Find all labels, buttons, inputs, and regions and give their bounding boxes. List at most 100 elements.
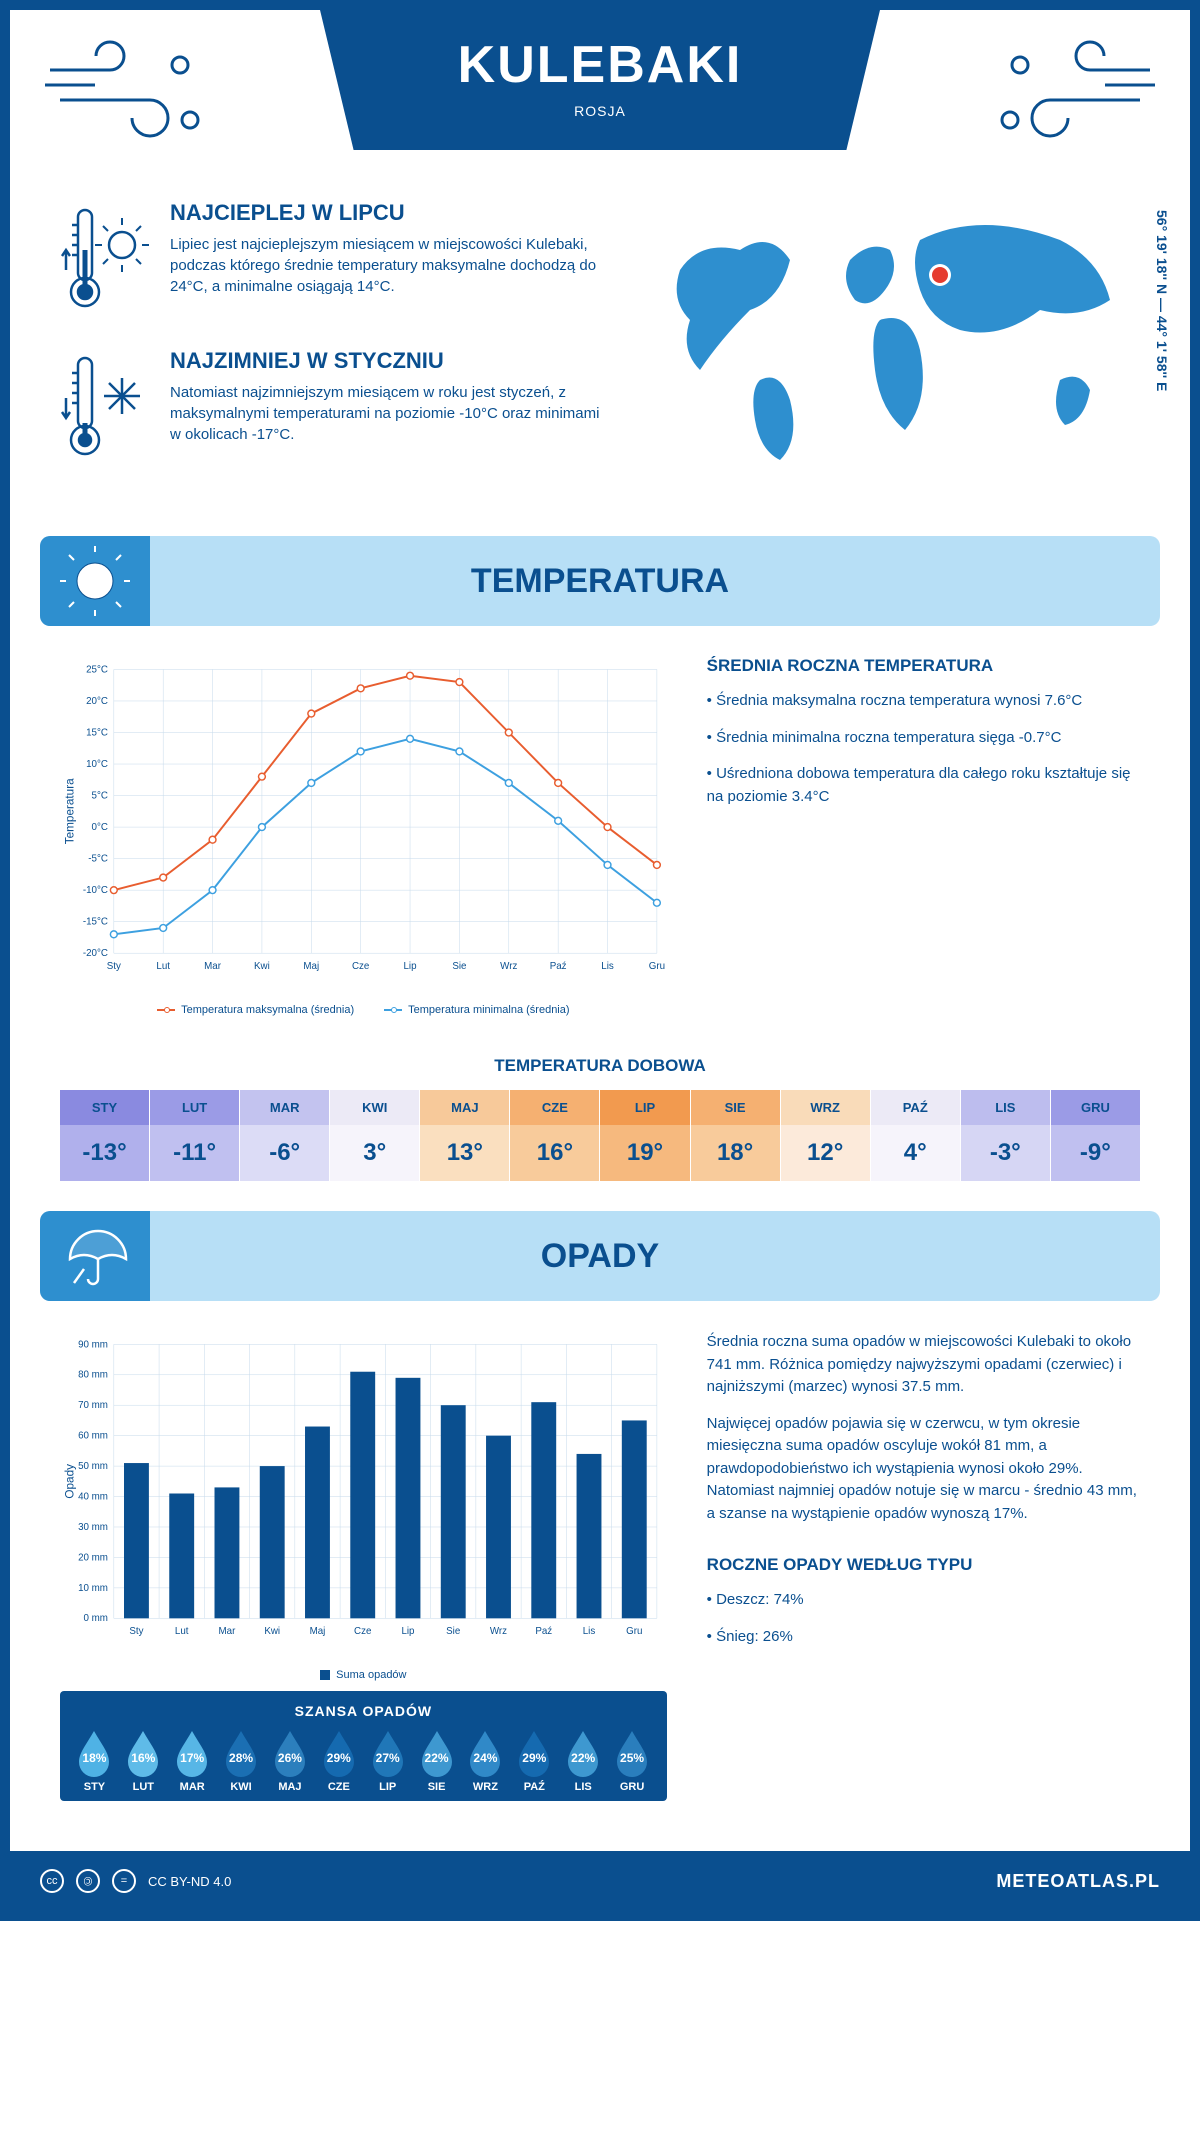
precip-bar-chart: 0 mm10 mm20 mm30 mm40 mm50 mm60 mm70 mm8… bbox=[60, 1331, 667, 1661]
svg-text:-5°C: -5°C bbox=[88, 854, 108, 865]
by-icon: 🄯 bbox=[76, 1869, 100, 1893]
svg-text:10°C: 10°C bbox=[86, 759, 108, 770]
rain-chance-cell: 28% KWI bbox=[222, 1729, 260, 1793]
title-banner: KULEBAKI ROSJA bbox=[320, 10, 880, 150]
svg-text:Gru: Gru bbox=[626, 1626, 642, 1637]
svg-text:50 mm: 50 mm bbox=[78, 1461, 108, 1472]
svg-text:Sty: Sty bbox=[129, 1626, 143, 1637]
svg-text:Wrz: Wrz bbox=[490, 1626, 507, 1637]
wind-icon-left bbox=[40, 30, 220, 150]
coldest-title: NAJZIMNIEJ W STYCZNIU bbox=[170, 348, 610, 374]
daily-temp-cell: CZE 16° bbox=[510, 1090, 600, 1181]
intro-left: NAJCIEPLEJ W LIPCU Lipiec jest najcieple… bbox=[60, 200, 610, 496]
sun-icon bbox=[60, 546, 130, 616]
svg-text:40 mm: 40 mm bbox=[78, 1491, 108, 1502]
daily-temp-cell: KWI 3° bbox=[330, 1090, 420, 1181]
thermometer-sun-icon bbox=[60, 200, 150, 320]
intro-map-area: 56° 19' 18'' N — 44° 1' 58'' E bbox=[640, 200, 1140, 496]
svg-text:Kwi: Kwi bbox=[264, 1626, 280, 1637]
temp-stats-title: ŚREDNIA ROCZNA TEMPERATURA bbox=[707, 656, 1140, 676]
temperature-line-chart: -20°C-15°C-10°C-5°C0°C5°C10°C15°C20°C25°… bbox=[60, 656, 667, 996]
daily-temp-cell: LIP 19° bbox=[600, 1090, 690, 1181]
precip-text: Średnia roczna suma opadów w miejscowośc… bbox=[707, 1331, 1140, 1801]
svg-text:Sty: Sty bbox=[107, 961, 121, 972]
temperature-stats: ŚREDNIA ROCZNA TEMPERATURA • Średnia mak… bbox=[707, 656, 1140, 1016]
svg-text:Lis: Lis bbox=[583, 1626, 596, 1637]
coordinates: 56° 19' 18'' N — 44° 1' 58'' E bbox=[1154, 210, 1170, 391]
warmest-title: NAJCIEPLEJ W LIPCU bbox=[170, 200, 610, 226]
world-map-icon bbox=[640, 200, 1140, 480]
svg-text:-20°C: -20°C bbox=[83, 948, 108, 959]
svg-text:Gru: Gru bbox=[649, 961, 665, 972]
rain-chance-row: 18% STY 16% LUT 17% MAR 28% KWI 26% MAJ bbox=[70, 1729, 657, 1793]
warmest-block: NAJCIEPLEJ W LIPCU Lipiec jest najcieple… bbox=[60, 200, 610, 320]
rain-chance-cell: 29% PAŹ bbox=[515, 1729, 553, 1793]
rain-chance-cell: 26% MAJ bbox=[271, 1729, 309, 1793]
precip-chart-area: 0 mm10 mm20 mm30 mm40 mm50 mm60 mm70 mm8… bbox=[60, 1331, 667, 1801]
daily-temp-cell: LUT -11° bbox=[150, 1090, 240, 1181]
svg-text:Lip: Lip bbox=[401, 1626, 415, 1637]
header: KULEBAKI ROSJA bbox=[10, 10, 1190, 180]
warmest-body: Lipiec jest najcieplejszym miesiącem w m… bbox=[170, 234, 610, 297]
svg-text:25°C: 25°C bbox=[86, 664, 108, 675]
daily-temp-cell: STY -13° bbox=[60, 1090, 150, 1181]
svg-text:20°C: 20°C bbox=[86, 696, 108, 707]
license-text: CC BY-ND 4.0 bbox=[148, 1874, 231, 1889]
nd-icon: = bbox=[112, 1869, 136, 1893]
svg-text:80 mm: 80 mm bbox=[78, 1370, 108, 1381]
footer-site: METEOATLAS.PL bbox=[996, 1871, 1160, 1892]
temp-stat-2: • Uśredniona dobowa temperatura dla całe… bbox=[707, 763, 1140, 808]
daily-temp-cell: MAR -6° bbox=[240, 1090, 330, 1181]
svg-text:Temperatura: Temperatura bbox=[64, 778, 77, 844]
coldest-text: NAJZIMNIEJ W STYCZNIU Natomiast najzimni… bbox=[170, 348, 610, 468]
precip-section-header: OPADY bbox=[40, 1211, 1160, 1301]
temperature-title: TEMPERATURA bbox=[40, 562, 1160, 601]
rain-chance-title: SZANSA OPADÓW bbox=[70, 1703, 657, 1719]
legend-min: .legend-item:nth-child(2) .legend-swatch… bbox=[384, 1004, 569, 1016]
thermometer-snow-icon bbox=[60, 348, 150, 468]
svg-text:Maj: Maj bbox=[303, 961, 319, 972]
svg-text:0 mm: 0 mm bbox=[84, 1613, 108, 1624]
country-label: ROSJA bbox=[320, 103, 880, 119]
rain-chance-panel: SZANSA OPADÓW 18% STY 16% LUT 17% MAR 28… bbox=[60, 1691, 667, 1801]
legend-max: .legend-item:nth-child(1) .legend-swatch… bbox=[157, 1004, 354, 1016]
svg-text:Maj: Maj bbox=[310, 1626, 326, 1637]
temp-stat-0: • Średnia maksymalna roczna temperatura … bbox=[707, 690, 1140, 713]
svg-text:Lut: Lut bbox=[175, 1626, 189, 1637]
svg-text:Lip: Lip bbox=[404, 961, 418, 972]
svg-text:Sie: Sie bbox=[452, 961, 466, 972]
svg-text:Mar: Mar bbox=[204, 961, 222, 972]
svg-text:90 mm: 90 mm bbox=[78, 1339, 108, 1350]
daily-temp-cell: LIS -3° bbox=[961, 1090, 1051, 1181]
temperature-legend: .legend-item:nth-child(1) .legend-swatch… bbox=[60, 1004, 667, 1016]
daily-temp-cell: MAJ 13° bbox=[420, 1090, 510, 1181]
temp-stat-1: • Średnia minimalna roczna temperatura s… bbox=[707, 727, 1140, 750]
wind-icon-right bbox=[980, 30, 1160, 150]
svg-text:Cze: Cze bbox=[352, 961, 369, 972]
precip-body: 0 mm10 mm20 mm30 mm40 mm50 mm60 mm70 mm8… bbox=[10, 1301, 1190, 1831]
warmest-text: NAJCIEPLEJ W LIPCU Lipiec jest najcieple… bbox=[170, 200, 610, 320]
svg-text:Paź: Paź bbox=[535, 1626, 552, 1637]
sun-icon-box bbox=[40, 536, 150, 626]
daily-temp-table: STY -13°LUT -11°MAR -6°KWI 3°MAJ 13°CZE … bbox=[60, 1090, 1140, 1181]
city-title: KULEBAKI bbox=[320, 35, 880, 95]
rain-chance-cell: 27% LIP bbox=[369, 1729, 407, 1793]
footer: cc 🄯 = CC BY-ND 4.0 METEOATLAS.PL bbox=[10, 1851, 1190, 1911]
svg-text:10 mm: 10 mm bbox=[78, 1583, 108, 1594]
legend-precip: Suma opadów bbox=[320, 1669, 406, 1681]
rain-chance-cell: 29% CZE bbox=[320, 1729, 358, 1793]
coldest-block: NAJZIMNIEJ W STYCZNIU Natomiast najzimni… bbox=[60, 348, 610, 468]
precip-by-type-title: ROCZNE OPADY WEDŁUG TYPU bbox=[707, 1555, 1140, 1575]
precip-title: OPADY bbox=[40, 1237, 1160, 1276]
svg-text:Opady: Opady bbox=[64, 1464, 77, 1499]
footer-license: cc 🄯 = CC BY-ND 4.0 bbox=[40, 1869, 231, 1893]
cc-icon: cc bbox=[40, 1869, 64, 1893]
svg-text:Mar: Mar bbox=[219, 1626, 237, 1637]
svg-text:Paź: Paź bbox=[550, 961, 567, 972]
daily-temp-cell: PAŹ 4° bbox=[871, 1090, 961, 1181]
precip-text-1: Średnia roczna suma opadów w miejscowośc… bbox=[707, 1331, 1140, 1399]
svg-text:5°C: 5°C bbox=[92, 790, 108, 801]
daily-temp-cell: GRU -9° bbox=[1051, 1090, 1140, 1181]
page-root: KULEBAKI ROSJA bbox=[0, 0, 1200, 1921]
umbrella-icon bbox=[60, 1221, 130, 1291]
